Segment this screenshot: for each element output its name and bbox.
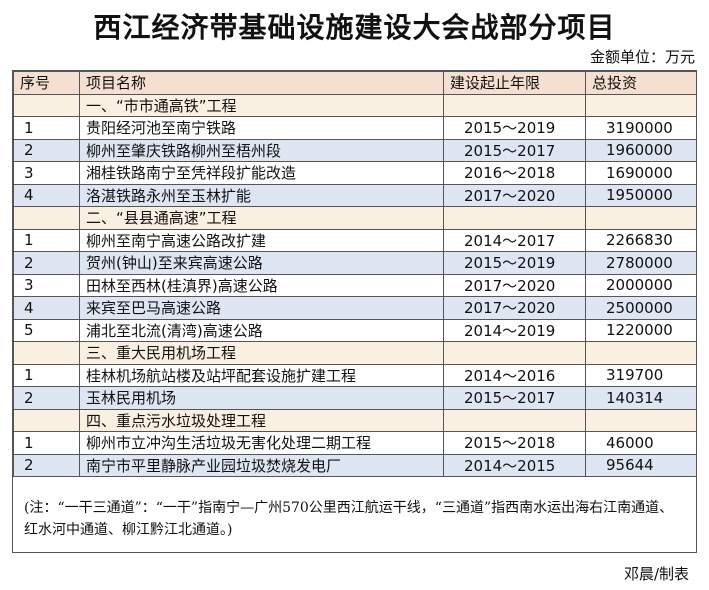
table-header-row: 序号 项目名称 建设起止年限 总投资	[13, 71, 697, 95]
column-header-no: 序号	[13, 71, 80, 95]
project-name: 桂林机场航站楼及站坪配套设施扩建工程	[79, 363, 444, 387]
project-years: 2017～2020	[443, 273, 586, 297]
table-row: 2 贺州(钟山)至来宾高速公路 2015～2019 2780000	[13, 251, 697, 275]
section-amount-cell	[585, 93, 697, 117]
table-row: 2 玉林民用机场 2015～2017 140314	[13, 386, 697, 410]
row-number: 3	[13, 273, 80, 297]
row-number: 2	[13, 138, 80, 162]
project-amount: 319700	[585, 363, 697, 387]
project-amount: 2500000	[585, 296, 697, 320]
project-name: 柳州至南宁高速公路改扩建	[79, 228, 444, 252]
table-row: 3 湘桂铁路南宁至凭祥段扩能改造 2016～2018 1690000	[13, 161, 697, 185]
table-row: 2 柳州至肇庆铁路柳州至梧州段 2015～2017 1960000	[13, 138, 697, 162]
project-years: 2014～2017	[443, 228, 586, 252]
project-years: 2015～2017	[443, 138, 586, 162]
project-name: 田林至西林(桂滇界)高速公路	[79, 273, 444, 297]
row-number: 1	[13, 228, 80, 252]
project-table: 序号 项目名称 建设起止年限 总投资 一、“市市通高铁”工程 1 贵阳经河池至南宁铁…	[13, 71, 697, 477]
project-amount: 2000000	[585, 273, 697, 297]
project-name: 柳州市立冲沟生活垃圾无害化处理二期工程	[79, 431, 444, 455]
project-years: 2015～2019	[443, 251, 586, 275]
section-row: 四、重点污水垃圾处理工程	[13, 408, 697, 432]
table-row: 1 柳州市立冲沟生活垃圾无害化处理二期工程 2015～2018 46000	[13, 431, 697, 455]
project-years: 2015～2018	[443, 431, 586, 455]
project-name: 南宁市平里静脉产业园垃圾焚烧发电厂	[79, 453, 444, 477]
section-no-cell	[13, 408, 80, 432]
section-heading: 四、重点污水垃圾处理工程	[79, 408, 444, 432]
project-amount: 1950000	[585, 183, 697, 207]
project-amount: 140314	[585, 386, 697, 410]
unit-label: 金额单位：万元	[589, 48, 695, 66]
section-years-cell	[443, 206, 586, 230]
project-amount: 46000	[585, 431, 697, 455]
table-row: 1 柳州至南宁高速公路改扩建 2014～2017 2266830	[13, 228, 697, 252]
section-years-cell	[443, 408, 586, 432]
project-years: 2015～2019	[443, 116, 586, 140]
section-row: 二、“县县通高速”工程	[13, 206, 697, 230]
project-name: 浦北至北流(清湾)高速公路	[79, 318, 444, 342]
row-number: 2	[13, 453, 80, 477]
project-amount: 1960000	[585, 138, 697, 162]
row-number: 2	[13, 386, 80, 410]
row-number: 3	[13, 161, 80, 185]
section-row: 三、重大民用机场工程	[13, 341, 697, 365]
project-years: 2017～2020	[443, 183, 586, 207]
column-header-amount: 总投资	[585, 71, 697, 95]
row-number: 4	[13, 296, 80, 320]
project-amount: 95644	[585, 453, 697, 477]
project-years: 2014～2019	[443, 318, 586, 342]
section-amount-cell	[585, 206, 697, 230]
project-years: 2014～2015	[443, 453, 586, 477]
table-row: 5 浦北至北流(清湾)高速公路 2014～2019 1220000	[13, 318, 697, 342]
section-row: 一、“市市通高铁”工程	[13, 93, 697, 117]
section-no-cell	[13, 93, 80, 117]
project-amount: 2266830	[585, 228, 697, 252]
table-row: 1 贵阳经河池至南宁铁路 2015～2019 3190000	[13, 116, 697, 140]
section-amount-cell	[585, 408, 697, 432]
project-amount: 1220000	[585, 318, 697, 342]
project-amount: 3190000	[585, 116, 697, 140]
table-row: 3 田林至西林(桂滇界)高速公路 2017～2020 2000000	[13, 273, 697, 297]
project-name: 洛湛铁路永州至玉林扩能	[79, 183, 444, 207]
section-years-cell	[443, 93, 586, 117]
project-years: 2014～2016	[443, 363, 586, 387]
page-title: 西江经济带基础设施建设大会战部分项目	[93, 11, 616, 44]
project-amount: 2780000	[585, 251, 697, 275]
table-frame: 序号 项目名称 建设起止年限 总投资 一、“市市通高铁”工程 1 贵阳经河池至南宁铁…	[12, 70, 697, 553]
column-header-name: 项目名称	[79, 71, 444, 95]
project-name: 贵阳经河池至南宁铁路	[79, 116, 444, 140]
project-name: 来宾至巴马高速公路	[79, 296, 444, 320]
table-row: 1 桂林机场航站楼及站坪配套设施扩建工程 2014～2016 319700	[13, 363, 697, 387]
table-row: 4 来宾至巴马高速公路 2017～2020 2500000	[13, 296, 697, 320]
section-years-cell	[443, 341, 586, 365]
credit-label: 邓晨/制表	[623, 565, 689, 583]
project-name: 贺州(钟山)至来宾高速公路	[79, 251, 444, 275]
column-header-years: 建设起止年限	[443, 71, 586, 95]
section-amount-cell	[585, 341, 697, 365]
section-no-cell	[13, 206, 80, 230]
row-number: 1	[13, 116, 80, 140]
row-number: 1	[13, 431, 80, 455]
project-years: 2017～2020	[443, 296, 586, 320]
section-no-cell	[13, 341, 80, 365]
table-row: 4 洛湛铁路永州至玉林扩能 2017～2020 1950000	[13, 183, 697, 207]
row-number: 1	[13, 363, 80, 387]
project-amount: 1690000	[585, 161, 697, 185]
row-number: 4	[13, 183, 80, 207]
section-heading: 三、重大民用机场工程	[79, 341, 444, 365]
project-years: 2016～2018	[443, 161, 586, 185]
footnote: (注：“一干三通道”：“一干”指南宁—广州570公里西江航运干线，“三通道”指西…	[24, 500, 674, 538]
project-name: 玉林民用机场	[79, 386, 444, 410]
project-name: 湘桂铁路南宁至凭祥段扩能改造	[79, 161, 444, 185]
row-number: 2	[13, 251, 80, 275]
row-number: 5	[13, 318, 80, 342]
project-years: 2015～2017	[443, 386, 586, 410]
table-row: 2 南宁市平里静脉产业园垃圾焚烧发电厂 2014～2015 95644	[13, 453, 697, 477]
project-name: 柳州至肇庆铁路柳州至梧州段	[79, 138, 444, 162]
section-heading: 一、“市市通高铁”工程	[79, 93, 444, 117]
section-heading: 二、“县县通高速”工程	[79, 206, 444, 230]
